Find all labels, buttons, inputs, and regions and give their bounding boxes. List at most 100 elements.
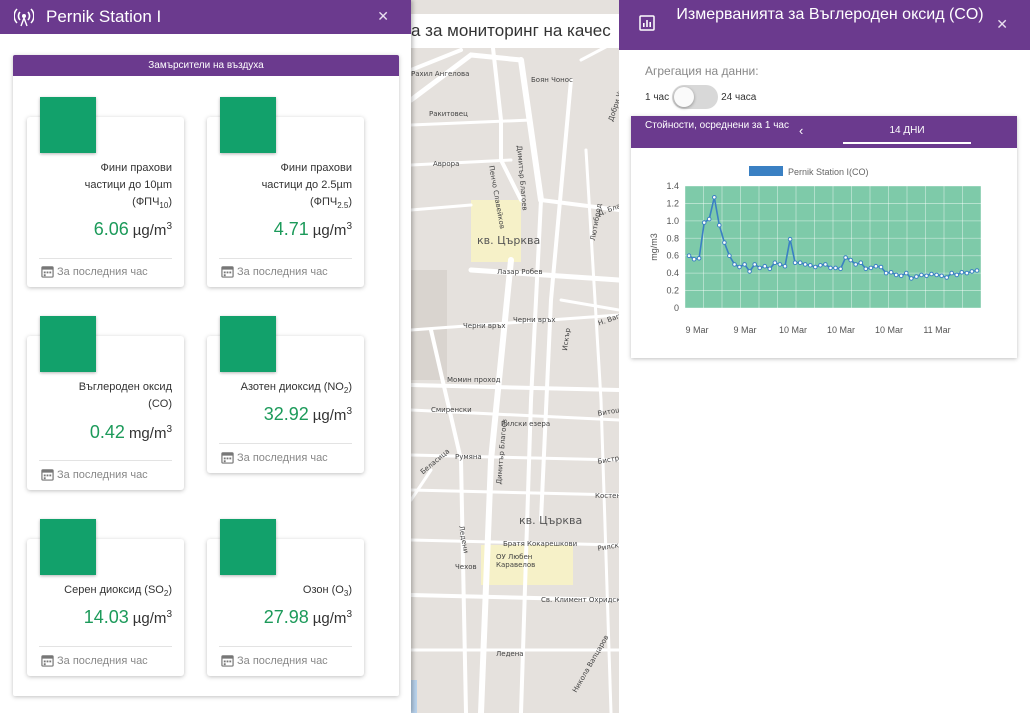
x-tick-label: 10 Mar: [827, 325, 855, 335]
chart-tabs: Стойности, осреднени за 1 час ‹ 14 ДНИ: [631, 116, 1017, 148]
tab-hourly-average[interactable]: Стойности, осреднени за 1 час: [645, 120, 789, 131]
data-point: [853, 262, 858, 267]
data-point: [777, 262, 783, 267]
pollutants-card: Замърсители на въздуха Фини прахови части…: [13, 55, 399, 696]
measurements-title: Измерванията за Въглероден оксид (CO): [676, 6, 984, 23]
data-point: [762, 263, 768, 269]
data-point: [717, 222, 722, 228]
map-street-label: Чехов: [455, 563, 477, 571]
pollutant-name: Серен диоксид (SO2): [64, 584, 172, 599]
y-tick-label: 0: [674, 303, 679, 313]
map-street-label: Рахил Ангелова: [411, 70, 470, 78]
wifi-tower-icon: [14, 8, 34, 27]
data-point: [883, 270, 889, 276]
divider: [39, 460, 172, 461]
map-street-label: Смиренски: [431, 406, 472, 414]
x-tick-label: 9 Mar: [733, 325, 756, 335]
data-point: [747, 269, 752, 274]
data-point: [792, 260, 798, 265]
map-roads: [411, 0, 619, 713]
pollutant-card-pm25[interactable]: Фини прахови частици до 2.5µm (ФПЧ2.5) 4.7…: [207, 97, 364, 287]
co-line-chart: Pernik Station I(CO) 0 0.2 0.4 0.6 0.8 1.0 1.2 1…: [649, 166, 982, 335]
pollutant-card-co[interactable]: Въглероден оксид (CO) 0.42 mg/m3 За послед…: [27, 316, 184, 490]
station-panel-header: Pernik Station I ✕: [0, 0, 411, 34]
pollutant-card-o3[interactable]: Озон (O3) 27.98 µg/m3 За последния час: [207, 519, 364, 676]
data-point: [914, 274, 919, 279]
measurements-panel: Измерванията за Въглероден оксид (CO) ✕ …: [619, 0, 1030, 713]
chevron-left-icon[interactable]: ‹: [799, 123, 804, 138]
pollutant-value: 27.98 µg/m3: [263, 607, 352, 627]
pollutant-value: 4.71 µg/m3: [273, 219, 352, 239]
toggle-knob: [674, 87, 695, 107]
data-point: [727, 253, 732, 258]
y-tick-label: 0.4: [666, 268, 679, 278]
station-panel: Pernik Station I ✕ Замърсители на въздух…: [0, 0, 411, 713]
pollutant-card-no2[interactable]: Азотен диоксид (NO2) 32.92 µg/m3 За после…: [207, 316, 364, 473]
y-axis-label: mg/m3: [649, 233, 659, 261]
data-point: [706, 216, 712, 222]
map-street-label: Ракитовец: [429, 110, 468, 118]
map-street-label: Румяна: [455, 453, 482, 461]
data-point: [863, 266, 869, 272]
close-icon[interactable]: ✕: [377, 8, 389, 24]
pollutant-footer: За последния час: [221, 451, 328, 464]
pollutant-card-so2[interactable]: Серен диоксид (SO2) 14.03 µg/m3 За послед…: [27, 519, 184, 676]
data-point: [808, 263, 813, 268]
aggregation-toggle[interactable]: [672, 85, 719, 109]
data-point: [813, 264, 818, 270]
map-street-label: Рилски езера: [501, 420, 551, 428]
data-point: [964, 270, 970, 276]
pollutant-value: 6.06 µg/m3: [93, 219, 172, 239]
map-street-label: Момин проход: [447, 376, 501, 384]
x-tick-label: 10 Mar: [779, 325, 807, 335]
map[interactable]: Ракитовец Аврора Боян Чонос Рахил Ангело…: [411, 0, 619, 713]
map-street-label: Костенец: [595, 492, 619, 500]
pollutant-status-swatch: [40, 316, 96, 372]
pollutant-name: Фини прахови частици до 10µm (ФПЧ10): [84, 162, 172, 211]
map-street-label: Черни връх: [463, 322, 506, 330]
calendar-icon: [221, 452, 234, 464]
tab-14-days[interactable]: 14 ДНИ: [889, 125, 925, 136]
pollutant-status-swatch: [220, 97, 276, 153]
close-icon[interactable]: ✕: [996, 16, 1008, 32]
data-point: [878, 264, 884, 270]
bar-chart-icon: [639, 15, 655, 31]
divider: [219, 443, 352, 444]
data-point: [838, 266, 843, 272]
calendar-icon: [41, 469, 54, 481]
data-point: [823, 262, 828, 267]
pollutant-footer: За последния час: [221, 654, 328, 667]
pollutant-footer: За последния час: [221, 265, 328, 278]
pollutant-value: 32.92 µg/m3: [263, 404, 352, 424]
map-district-label: кв. Църква: [519, 514, 583, 527]
map-district-label: кв. Църква: [477, 234, 541, 247]
pollutant-name: Въглероден оксид (CO): [78, 381, 172, 410]
data-point: [787, 236, 793, 242]
measurements-panel-header: Измерванията за Въглероден оксид (CO) ✕: [619, 0, 1030, 50]
map-street-label: Ледена: [496, 650, 524, 658]
data-point: [797, 260, 803, 265]
data-point: [843, 255, 848, 260]
calendar-icon: [41, 655, 54, 667]
data-point: [732, 262, 737, 267]
toggle-label-left: 1 час: [645, 91, 670, 103]
y-tick-label: 1.2: [666, 198, 679, 208]
data-point: [919, 272, 924, 278]
pollutant-footer: За последния час: [41, 265, 148, 278]
map-school-label: ОУ Любен Каравелов: [496, 553, 536, 569]
pollutant-status-swatch: [220, 519, 276, 575]
data-point: [757, 265, 762, 271]
calendar-icon: [221, 266, 234, 278]
aggregation-toggle-row: 1 час 24 часа: [645, 85, 756, 109]
pollutant-card-pm10[interactable]: Фини прахови частици до 10µm (ФПЧ10) 6.06 µ…: [27, 97, 184, 287]
data-point: [868, 265, 874, 271]
data-point: [722, 240, 727, 245]
data-point: [818, 263, 823, 268]
data-point: [701, 220, 707, 225]
data-point: [737, 264, 742, 270]
data-point: [934, 272, 939, 278]
data-point: [974, 268, 980, 273]
x-tick-label: 10 Mar: [875, 325, 903, 335]
aggregation-label: Агрегация на данни:: [645, 64, 759, 78]
pollutant-value: 0.42 mg/m3: [89, 422, 172, 442]
